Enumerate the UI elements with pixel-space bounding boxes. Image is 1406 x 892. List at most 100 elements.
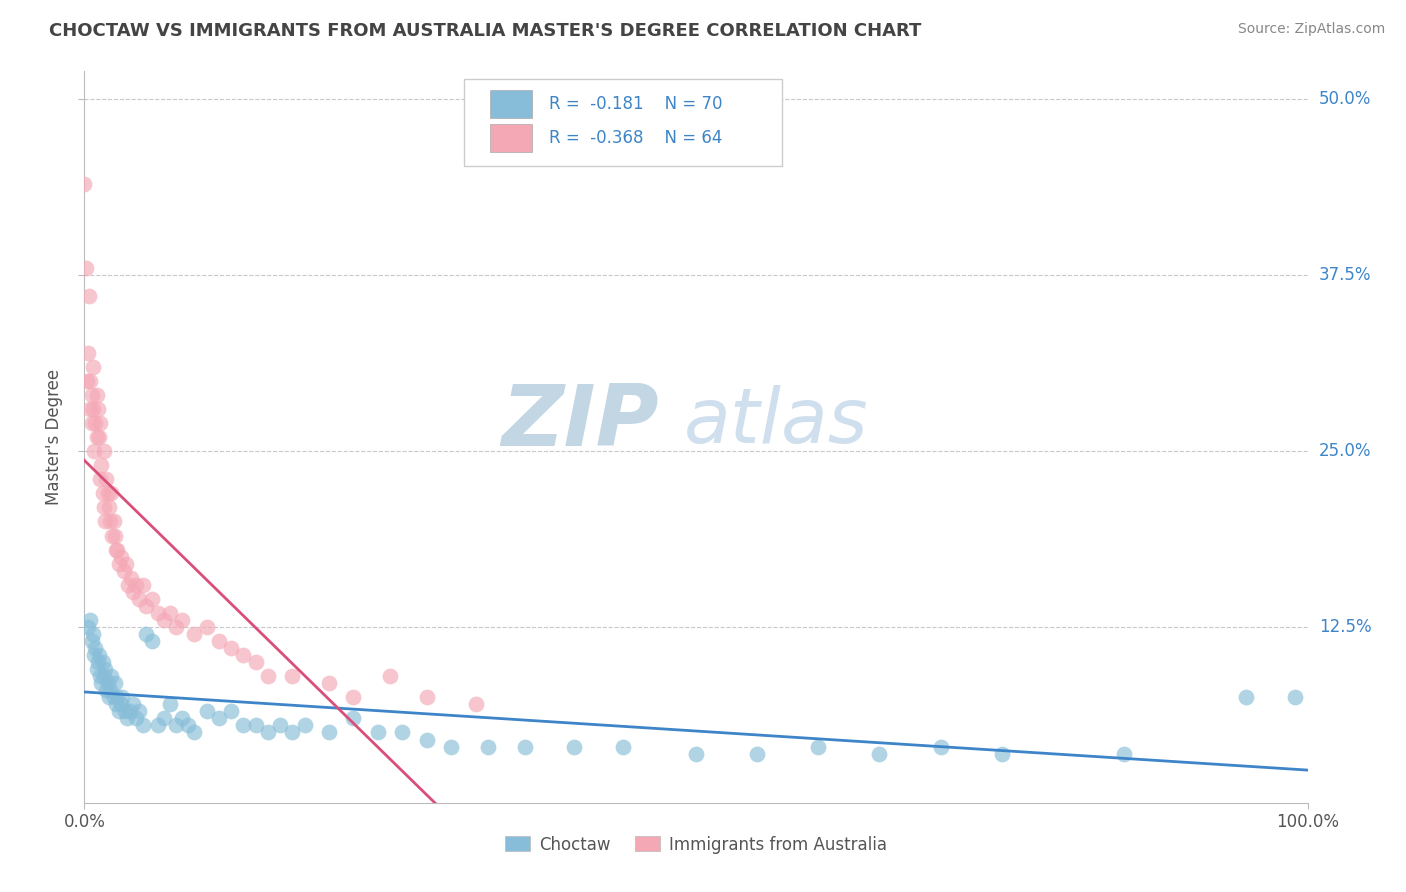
Point [87,655,110,669]
Point [97,500,120,515]
Point [183,627,205,641]
Point [342,711,364,725]
Point [1236,690,1258,705]
Point [93,500,115,515]
Text: CHOCTAW VS IMMIGRANTS FROM AUSTRALIA MASTER'S DEGREE CORRELATION CHART: CHOCTAW VS IMMIGRANTS FROM AUSTRALIA MAS… [49,22,921,40]
Point [118,705,141,719]
Point [685,747,707,761]
Point [477,739,499,754]
FancyBboxPatch shape [491,124,531,152]
Point [416,732,439,747]
Point [172,711,194,725]
Point [93,444,115,458]
Point [318,725,340,739]
Point [159,606,181,620]
Point [82,627,104,641]
Point [112,564,135,578]
Y-axis label: Master's Degree: Master's Degree [45,369,63,505]
Point [257,725,280,739]
Text: R =  -0.368    N = 64: R = -0.368 N = 64 [550,129,723,147]
Point [80,388,103,402]
Point [75,261,97,276]
Point [83,444,105,458]
Point [281,725,304,739]
Point [105,542,128,557]
Point [294,718,316,732]
Point [165,620,187,634]
Point [146,606,169,620]
Point [165,718,187,732]
Point [115,711,138,725]
Point [183,725,205,739]
Point [104,528,127,542]
Point [84,416,107,430]
Text: atlas: atlas [683,385,869,459]
Point [122,584,145,599]
Point [125,578,148,592]
Point [159,698,181,712]
Point [100,669,122,683]
Point [97,486,120,500]
Point [77,289,100,303]
Point [122,698,145,712]
Point [440,739,463,754]
Point [208,634,231,648]
Point [125,711,148,725]
Point [79,374,101,388]
Point [83,648,105,662]
Point [79,613,101,627]
Point [1114,747,1136,761]
Text: Source: ZipAtlas.com: Source: ZipAtlas.com [1237,22,1385,37]
Point [318,676,340,690]
Point [80,634,103,648]
Point [281,669,304,683]
Point [90,458,112,473]
Point [128,705,150,719]
Point [84,641,107,656]
Point [73,177,96,191]
Point [104,676,127,690]
Point [103,690,125,705]
Point [87,430,110,444]
Point [89,472,111,486]
Point [107,557,129,571]
Point [342,690,364,705]
Point [91,655,114,669]
Point [89,669,111,683]
Point [82,359,104,374]
Text: ZIP: ZIP [502,381,659,464]
Point [132,718,155,732]
Point [135,599,157,613]
Point [101,528,124,542]
Point [464,698,486,712]
FancyBboxPatch shape [464,78,782,167]
Point [195,620,218,634]
Point [96,472,118,486]
Point [416,690,439,705]
Point [146,718,169,732]
Point [110,549,132,564]
Point [105,542,128,557]
Text: 25.0%: 25.0% [1319,442,1371,460]
Point [77,620,100,634]
Point [195,705,218,719]
Point [269,718,291,732]
Point [245,655,267,669]
Point [90,676,112,690]
Point [135,627,157,641]
Point [991,747,1014,761]
Point [111,690,134,705]
Point [115,557,138,571]
Point [177,718,200,732]
Point [86,662,108,676]
Point [103,515,125,529]
Point [869,747,891,761]
Point [91,486,114,500]
Point [120,571,142,585]
Point [100,486,122,500]
Legend: Choctaw, Immigrants from Australia: Choctaw, Immigrants from Australia [499,829,893,860]
Point [114,705,136,719]
Text: 12.5%: 12.5% [1319,618,1371,636]
Point [219,641,242,656]
Point [612,739,634,754]
